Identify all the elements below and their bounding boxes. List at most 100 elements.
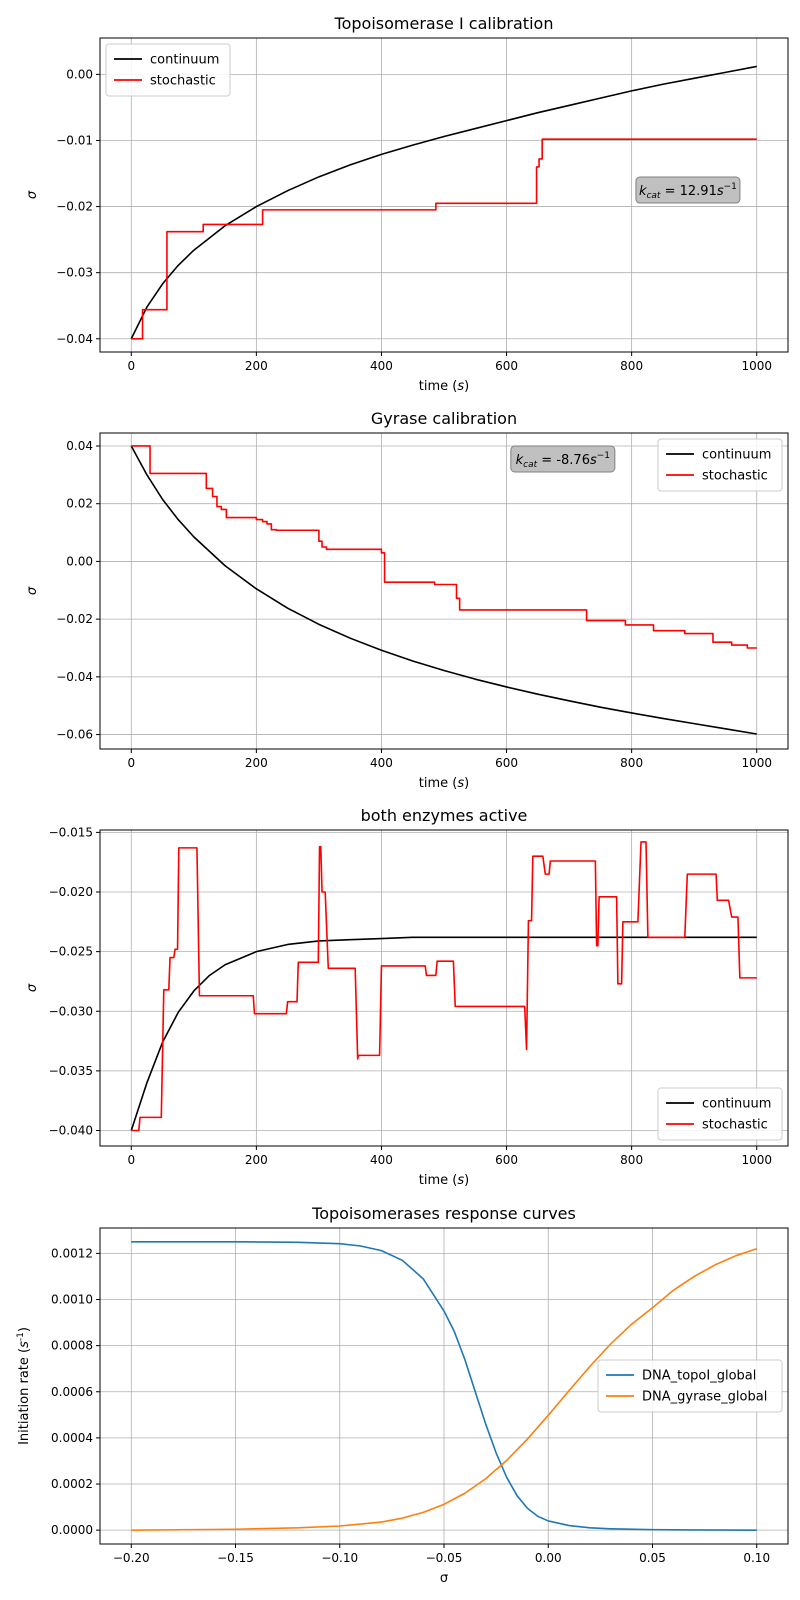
x-tick-label: 0.10 xyxy=(743,1551,770,1565)
x-tick-label: 1000 xyxy=(741,359,772,373)
legend-label: continuum xyxy=(702,1097,771,1112)
legend-box xyxy=(597,1359,783,1413)
legend-label: DNA_topoI_global xyxy=(642,1369,756,1384)
x-tick-label: 800 xyxy=(620,359,643,373)
chart-panel-3: 0 200 400 600 800 1000 −0.040 −0.035 −0.030 −0.02… xyxy=(25,806,789,1188)
x-tick-label: 1000 xyxy=(741,756,772,770)
x-tick-label: −0.05 xyxy=(426,1551,463,1565)
y-axis-label: Initiation rate (s-1) xyxy=(16,1327,32,1445)
plot-frame xyxy=(99,37,789,353)
x-tick-label: 600 xyxy=(495,359,518,373)
x-tick-label: −0.10 xyxy=(321,1551,358,1565)
series-line-stochastic xyxy=(131,445,757,649)
y-tick-label: −0.06 xyxy=(56,728,93,742)
chart-title: Gyrase calibration xyxy=(371,409,517,428)
plot-frame xyxy=(99,432,789,750)
y-tick-label: −0.02 xyxy=(56,200,93,214)
x-tick-label: 0 xyxy=(127,756,135,770)
series-group xyxy=(131,1241,757,1531)
x-axis-label: time (s) xyxy=(419,1173,469,1188)
y-axis-label: σ xyxy=(25,586,40,595)
x-tick-label: 200 xyxy=(245,1153,268,1167)
x-tick-label: 0.00 xyxy=(535,1551,562,1565)
legend-label: continuum xyxy=(150,53,219,68)
y-tick-label: −0.025 xyxy=(49,945,93,959)
y-tick-label: 0.04 xyxy=(66,439,93,453)
chart-title: Topoisomerase I calibration xyxy=(334,14,554,33)
chart-panel-4: −0.20 −0.15 −0.10 −0.05 0.00 0.05 0.10 0.0000 0.… xyxy=(16,1204,789,1586)
y-tick-label: 0.00 xyxy=(66,67,93,81)
legend-box xyxy=(657,438,783,492)
y-tick-label: 0.02 xyxy=(66,497,93,511)
y-tick-label: −0.035 xyxy=(49,1064,93,1078)
x-axis-label: time (s) xyxy=(419,776,469,791)
x-tick-label: 800 xyxy=(620,1153,643,1167)
y-axis-label-group: σ xyxy=(25,586,40,595)
series-group xyxy=(130,445,757,735)
y-axis-label-group: Initiation rate (s-1) xyxy=(16,1327,32,1445)
x-tick-label: 600 xyxy=(495,756,518,770)
series-line-stochastic xyxy=(131,841,757,1132)
chart-title: Topoisomerases response curves xyxy=(311,1204,576,1223)
y-tick-label: −0.04 xyxy=(56,670,93,684)
legend-box xyxy=(657,1087,783,1141)
series-group xyxy=(130,65,757,340)
series-line-dna-topoi-global xyxy=(131,1241,757,1531)
x-axis-label: time (s) xyxy=(419,379,469,394)
x-tick-label: 0 xyxy=(127,1153,135,1167)
legend-box xyxy=(105,43,231,97)
y-tick-label: 0.0004 xyxy=(51,1431,93,1445)
x-tick-label: 400 xyxy=(370,756,393,770)
y-tick-label: 0.0010 xyxy=(51,1293,93,1307)
y-tick-label: −0.03 xyxy=(56,266,93,280)
x-tick-label: −0.15 xyxy=(217,1551,254,1565)
y-tick-label: −0.015 xyxy=(49,825,93,839)
legend-label: DNA_gyrase_global xyxy=(642,1390,767,1405)
y-tick-label: −0.02 xyxy=(56,612,93,626)
series-line-dna-gyrase-global xyxy=(131,1248,757,1531)
x-tick-label: 1000 xyxy=(741,1153,772,1167)
x-tick-label: 200 xyxy=(245,359,268,373)
legend-label: stochastic xyxy=(702,469,768,484)
legend: continuum stochastic xyxy=(657,438,783,492)
chart-title: both enzymes active xyxy=(361,806,528,825)
annotation-text: kcat = -8.76s−1 xyxy=(516,451,610,470)
x-tick-label: −0.20 xyxy=(113,1551,150,1565)
y-axis-label: σ xyxy=(25,983,40,992)
plot-frame xyxy=(99,829,789,1147)
y-tick-label: −0.030 xyxy=(49,1004,93,1018)
y-tick-label: 0.0012 xyxy=(51,1246,93,1260)
y-tick-label: −0.020 xyxy=(49,885,93,899)
legend-label: stochastic xyxy=(150,74,216,89)
y-tick-label: −0.04 xyxy=(56,332,93,346)
x-tick-label: 0.05 xyxy=(639,1551,666,1565)
annotation-text: kcat = 12.91s−1 xyxy=(639,182,737,201)
y-axis-label-group: σ xyxy=(25,190,40,199)
y-tick-label: 0.0002 xyxy=(51,1477,93,1491)
chart-panel-2: 0 200 400 600 800 1000 −0.06 −0.04 −0.02 0.00 0.02… xyxy=(25,409,789,791)
annotation-box xyxy=(510,445,616,473)
annotation-box xyxy=(635,176,741,204)
y-tick-label: −0.01 xyxy=(56,133,93,147)
series-line-stochastic xyxy=(131,138,757,340)
y-tick-label: 0.00 xyxy=(66,554,93,568)
legend: continuum stochastic xyxy=(657,1087,783,1141)
y-tick-label: 0.0000 xyxy=(51,1523,93,1537)
y-tick-label: 0.0008 xyxy=(51,1339,93,1353)
y-tick-label: 0.0006 xyxy=(51,1385,93,1399)
legend-label: continuum xyxy=(702,448,771,463)
legend-label: stochastic xyxy=(702,1118,768,1133)
y-axis-label: σ xyxy=(25,190,40,199)
x-tick-label: 600 xyxy=(495,1153,518,1167)
x-tick-label: 400 xyxy=(370,1153,393,1167)
x-tick-label: 400 xyxy=(370,359,393,373)
y-axis-label-group: σ xyxy=(25,983,40,992)
x-tick-label: 0 xyxy=(127,359,135,373)
x-tick-label: 800 xyxy=(620,756,643,770)
x-axis-label: σ xyxy=(440,1571,448,1586)
chart-panel-1: 0 200 400 600 800 1000 −0.04 −0.03 −0.02 −0.01 0.0… xyxy=(25,14,789,394)
legend: continuum stochastic xyxy=(105,43,231,97)
series-line-continuum xyxy=(130,445,757,735)
legend: DNA_topoI_global DNA_gyrase_global xyxy=(597,1359,783,1413)
